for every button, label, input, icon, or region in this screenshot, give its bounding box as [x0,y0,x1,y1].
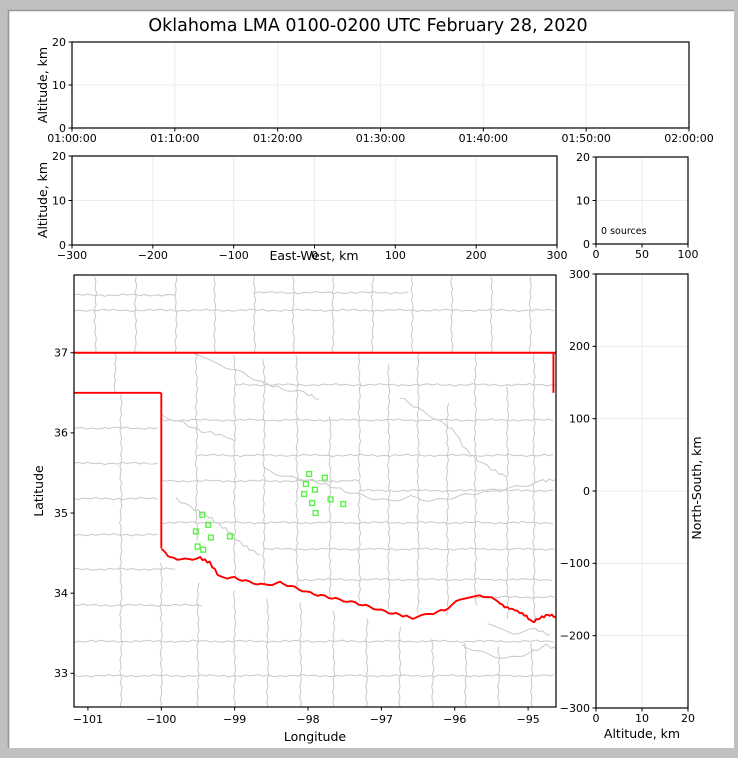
ns-panel-xlabel: Altitude, km [604,726,680,741]
lightning-source [302,480,309,488]
lightning-source [327,496,334,503]
y-tick-label: −100 [560,557,590,570]
x-tick-label: 10 [635,712,649,725]
state-border [74,351,556,624]
lightning-source [192,528,199,535]
map-xlabel: Longitude [284,729,346,744]
y-tick-label: 35 [54,507,68,520]
x-tick-label: 01:50:00 [561,132,610,145]
axis-ticks: 0 10 20 −300 −200 −100 0 100 200 300 [560,268,695,725]
x-tick-label: 0 [593,712,600,725]
lightning-source [205,521,212,528]
figure-canvas [8,10,734,748]
y-tick-label: 36 [54,427,68,440]
y-tick-label: 34 [54,587,68,600]
panel-ew_height: −300 −200 −100 0 100 200 300 0 10 20 [52,150,568,262]
gridlines [72,156,557,245]
x-tick-label: −98 [296,713,319,726]
y-tick-label: 0 [59,122,66,135]
lightning-source [226,533,233,540]
axis-ticks: −101 −100 −99 −98 −97 −96 −95 33 34 35 36 37 [54,347,540,726]
lightning-source [311,486,318,493]
histogram-annotation: 0 sources [601,226,647,237]
y-tick-label: 20 [52,36,66,49]
lightning-source [312,509,319,517]
lightning-source [200,546,207,553]
ns-panel-ylabel: North-South, km [689,436,704,539]
y-tick-label: −200 [560,629,590,642]
y-tick-label: −300 [560,702,590,715]
x-tick-label: 100 [385,249,406,262]
lightning-source [340,500,347,508]
y-tick-label: 10 [576,194,590,207]
x-tick-label: 100 [678,248,699,261]
ew-panel-ylabel: Altitude, km [35,162,50,238]
x-tick-label: −100 [219,249,249,262]
panel-plan_view_map: −101 −100 −99 −98 −97 −96 −95 33 34 35 36 37 [54,274,557,726]
frame-bevel-line [7,9,734,748]
x-tick-label: −97 [370,713,393,726]
map-content [74,276,556,707]
y-tick-label: 200 [569,340,590,353]
time-panel-ylabel: Altitude, km [35,47,50,123]
ew-panel-xlabel: East-West, km [269,248,358,263]
lightning-source [321,474,328,481]
panel-alt_histogram: 0 50 100 0 10 20 [576,151,699,261]
x-tick-label: 300 [547,249,568,262]
y-tick-label: 10 [52,194,66,207]
axis-ticks: 01:00:00 01:10:00 01:20:00 01:30:00 01:40:00… [47,36,713,145]
red-river-border [160,548,556,624]
x-tick-label: 01:00:00 [47,132,96,145]
panel-border [73,274,557,708]
x-tick-label: −99 [223,713,246,726]
x-tick-label: −200 [138,249,168,262]
x-tick-label: 02:00:00 [664,132,713,145]
lightning-source [207,534,214,541]
river-lines [161,353,556,659]
gridlines [72,42,689,128]
lightning-source [199,511,206,518]
panel-ns_height: 0 10 20 −300 −200 −100 0 100 200 300 [560,268,695,725]
x-tick-label: 0 [311,249,318,262]
x-tick-label: 01:40:00 [459,132,508,145]
x-tick-label: −300 [57,249,87,262]
y-tick-label: 10 [52,79,66,92]
x-tick-label: 50 [635,248,649,261]
lightning-source [306,470,313,478]
gridlines [596,274,688,708]
x-tick-label: 20 [681,712,695,725]
y-tick-label: 300 [569,268,590,281]
plot-title: Oklahoma LMA 0100-0200 UTC February 28, … [148,16,587,36]
x-tick-label: 200 [466,249,487,262]
county-lines [74,276,556,707]
x-tick-label: 01:10:00 [150,132,199,145]
y-tick-label: 33 [54,667,68,680]
x-tick-label: 01:30:00 [356,132,405,145]
lightning-sources [192,470,347,553]
lightning-source [309,499,316,507]
y-tick-label: 20 [576,151,590,164]
lightning-source [301,490,308,498]
map-ylabel: Latitude [31,465,46,517]
panel-time_height: 01:00:00 01:10:00 01:20:00 01:30:00 01:40:00… [47,36,713,145]
x-tick-label: −96 [443,713,466,726]
x-tick-label: −100 [146,713,176,726]
x-tick-label: 01:20:00 [253,132,302,145]
y-tick-label: 0 [59,239,66,252]
gridlines [596,157,688,244]
y-tick-label: 0 [583,238,590,251]
axis-ticks: 0 50 100 0 10 20 [576,151,699,261]
lightning-source [194,543,201,550]
x-tick-label: −101 [73,713,103,726]
x-tick-label: −95 [517,713,540,726]
x-tick-label: 0 [593,248,600,261]
y-tick-label: 0 [583,485,590,498]
y-tick-label: 20 [52,150,66,163]
y-tick-label: 37 [54,347,68,360]
y-tick-label: 100 [569,412,590,425]
axis-ticks: −300 −200 −100 0 100 200 300 0 10 20 [52,150,568,262]
